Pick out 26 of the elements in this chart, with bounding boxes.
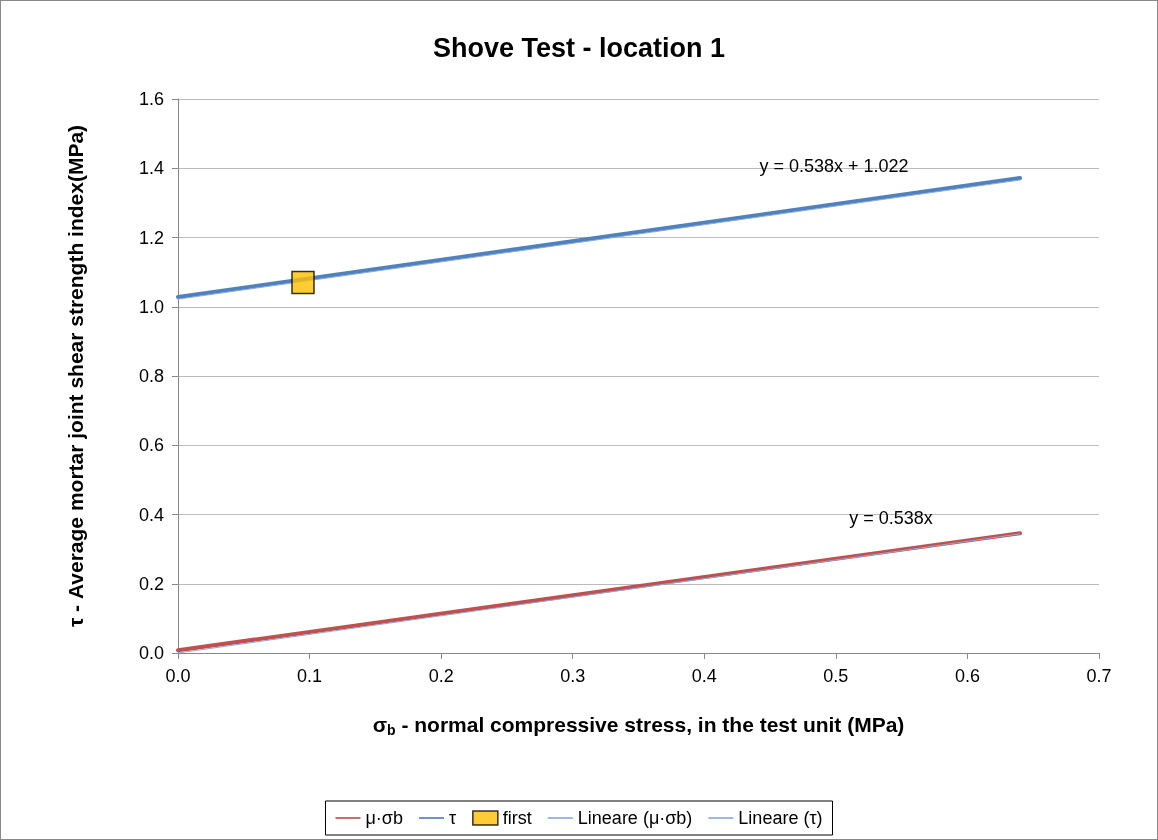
y-tick-label: 0.4 bbox=[138, 504, 164, 525]
y-tick-label: 1.6 bbox=[138, 89, 164, 109]
x-tick-label: 0.2 bbox=[428, 666, 454, 686]
annotation: y = 0.538x bbox=[849, 508, 933, 528]
y-tick-label: 1.0 bbox=[138, 296, 164, 317]
legend-label: τ bbox=[448, 808, 457, 828]
chart-title: Shove Test - location 1 bbox=[432, 32, 726, 63]
x-tick-label: 0.1 bbox=[297, 666, 323, 686]
x-tick-label: 0.6 bbox=[954, 666, 980, 686]
x-tick-label: 0.4 bbox=[691, 666, 717, 686]
y-tick-label: 1.2 bbox=[138, 227, 164, 248]
y-tick-label: 0.6 bbox=[138, 435, 164, 456]
y-tick-label: 1.4 bbox=[138, 158, 164, 179]
legend-label: first bbox=[502, 808, 532, 828]
x-tick-label: 0.7 bbox=[1086, 666, 1112, 686]
y-tick-label: 0.0 bbox=[138, 643, 164, 663]
legend-label: Lineare (μ·σb) bbox=[577, 808, 693, 828]
legend-label: μ·σb bbox=[365, 808, 403, 828]
y-tick-label: 0.8 bbox=[138, 366, 164, 386]
legend-label: Lineare (τ) bbox=[738, 808, 823, 828]
y-tick-label: 0.2 bbox=[138, 573, 164, 594]
annotation: y = 0.538x + 1.022 bbox=[759, 156, 909, 176]
x-tick-label: 0.3 bbox=[560, 666, 586, 686]
x-tick-label: 0.5 bbox=[823, 666, 849, 686]
x-tick-label: 0.0 bbox=[165, 666, 191, 686]
y-axis-title: τ - Average mortar joint shear strength index(MPa) bbox=[64, 124, 87, 628]
